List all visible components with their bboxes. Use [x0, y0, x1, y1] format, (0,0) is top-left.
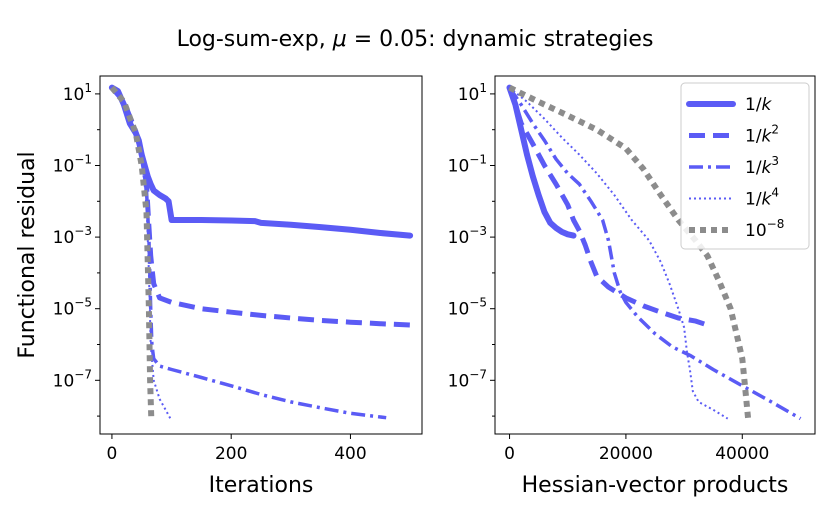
x-tick-label: 40000 — [715, 444, 769, 464]
y-tick-label: 10−3 — [53, 224, 92, 248]
y-tick-label: 101 — [63, 81, 92, 105]
title-prefix: Log-sum-exp, — [177, 27, 333, 52]
title-mu: μ — [332, 27, 347, 52]
legend-label: 1/k2 — [745, 123, 779, 147]
legend-box — [680, 82, 810, 250]
legend-label: 1/k4 — [745, 186, 779, 210]
x-axis-label: Hessian-vector products — [522, 473, 789, 498]
legend: 1/k 1/k2 1/k3 1/k4 10−8 — [680, 82, 810, 250]
y-tick-label: 101 — [458, 81, 487, 105]
y-tick-label: 10−7 — [448, 367, 487, 391]
legend-label: 1/k — [745, 95, 773, 115]
series-line-1-k-4 — [508, 86, 729, 420]
y-tick-label: 10−5 — [448, 296, 487, 320]
axes-frame — [99, 75, 423, 435]
series-line-1-k-2 — [507, 86, 709, 328]
y-tick-label: 10−5 — [53, 296, 92, 320]
series-line-1-k-4 — [111, 86, 172, 420]
x-axis-label: Iterations — [209, 473, 314, 498]
left-panel: 0 200 400 10−7 10−5 10−3 10−1 101 Iterations Func… — [15, 75, 423, 498]
axes-frame — [494, 75, 816, 435]
y-tick-label: 10−3 — [448, 224, 487, 248]
series-line-10-8- — [109, 85, 155, 419]
legend-label: 10−8 — [745, 217, 784, 241]
title-suffix: = 0.05: dynamic strategies — [347, 27, 654, 52]
x-tick-label: 200 — [215, 444, 247, 464]
figure-title: Log-sum-exp, μ = 0.05: dynamic strategie… — [177, 27, 654, 52]
x-tick-label: 20000 — [599, 444, 653, 464]
y-tick-label: 10−7 — [53, 367, 92, 391]
y-tick-label: 10−1 — [448, 153, 487, 177]
legend-label: 1/k3 — [745, 154, 779, 178]
series-line-1-k-3 — [508, 86, 802, 421]
y-axis-label: Functional residual — [15, 151, 40, 358]
x-tick-label: 400 — [334, 444, 366, 464]
y-tick-label: 10−1 — [53, 153, 92, 177]
x-tick-label: 0 — [107, 444, 118, 464]
series-line-1-k-3 — [110, 86, 387, 420]
x-tick-label: 0 — [504, 444, 515, 464]
